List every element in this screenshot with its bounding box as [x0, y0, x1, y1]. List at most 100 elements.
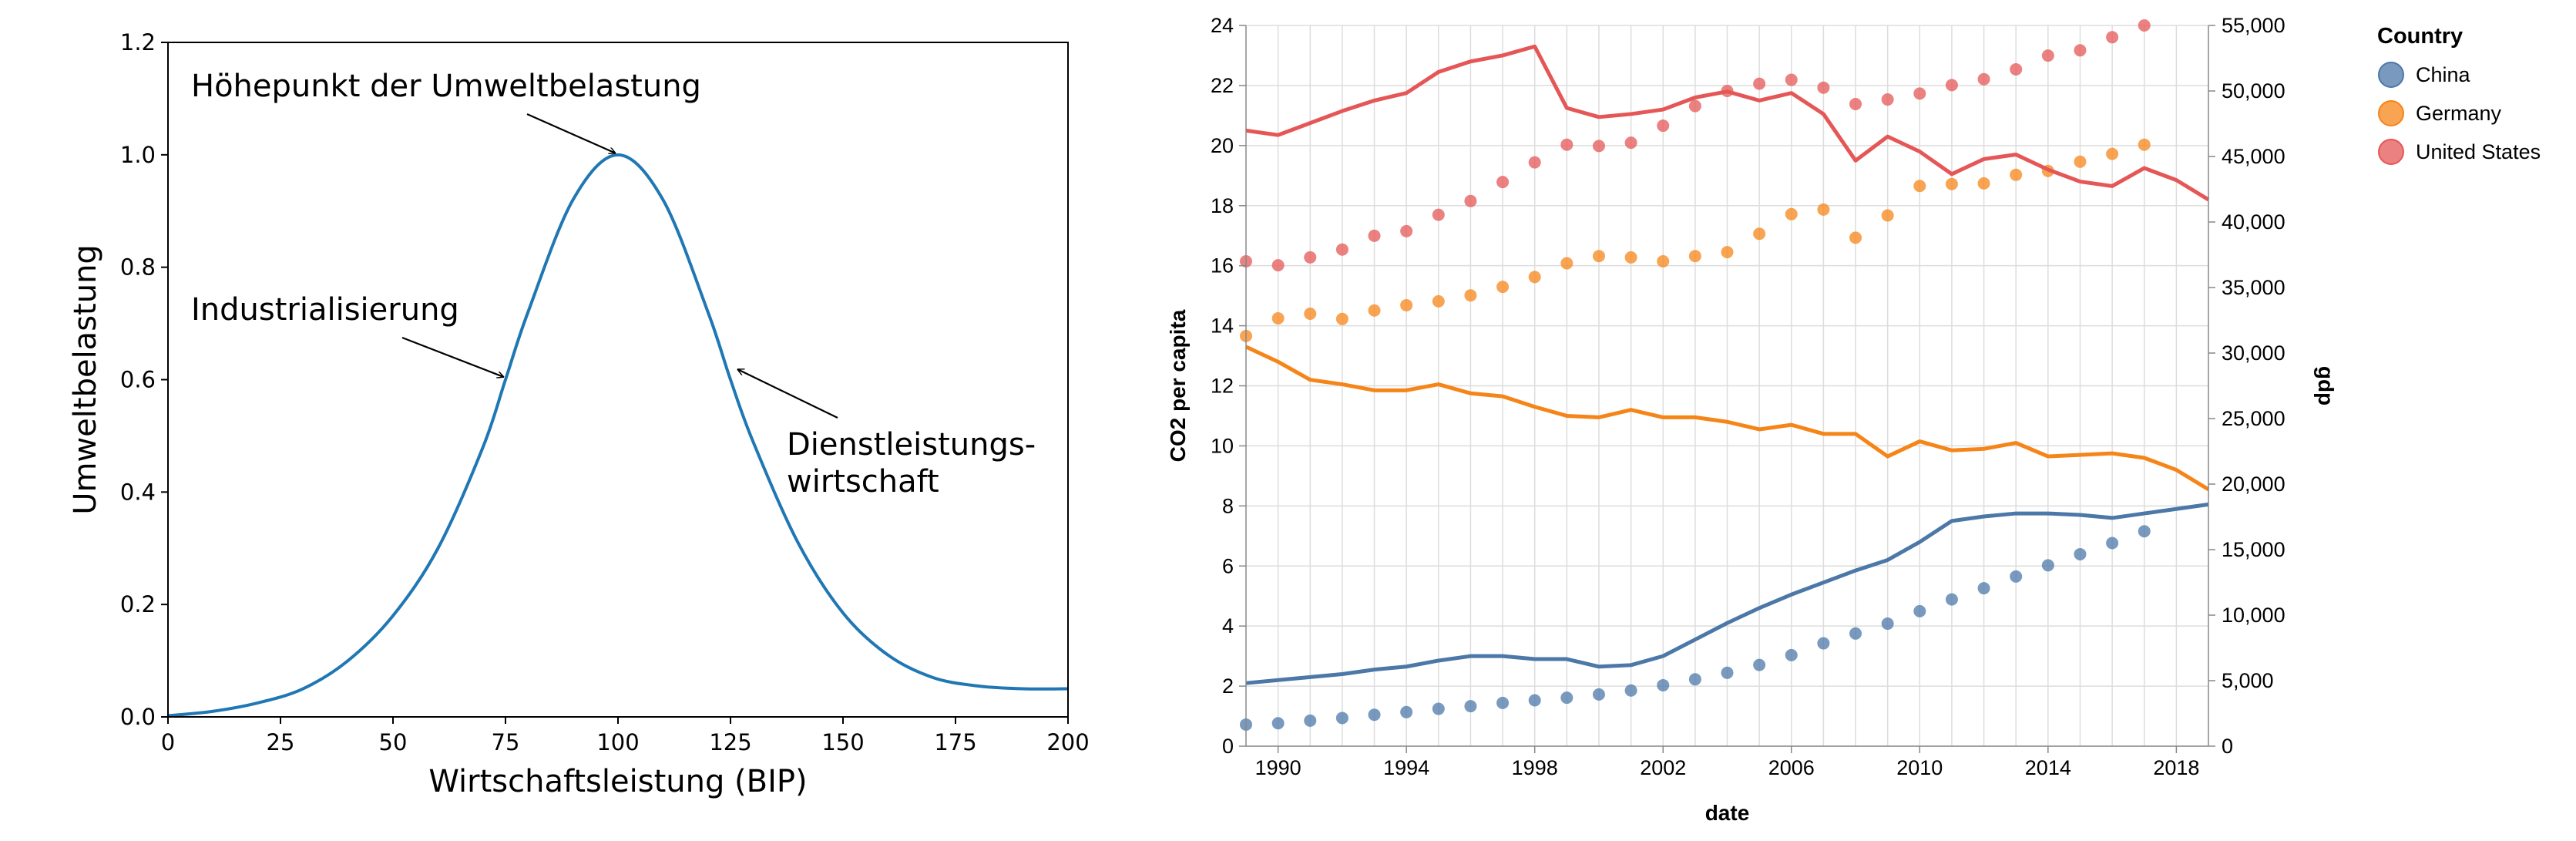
y2-tick-label: 20,000 [2222, 473, 2285, 496]
x-tick-label: 50 [379, 729, 408, 755]
x-tick-label: 175 [934, 729, 976, 755]
legend-swatch [2378, 100, 2404, 126]
gdp-point-china [1913, 604, 1926, 617]
x-tick-label: 125 [709, 729, 751, 755]
gdp-point-united-states [1335, 243, 1348, 256]
y2-tick-label: 55,000 [2222, 14, 2285, 37]
y2-tick-label: 5,000 [2222, 669, 2274, 692]
gdp-point-germany [1304, 308, 1317, 320]
gdp-point-china [1688, 673, 1701, 686]
gdp-point-germany [1817, 203, 1830, 216]
gdp-point-germany [1528, 271, 1541, 284]
x-tick-label: 2010 [1896, 756, 1943, 779]
gdp-point-china [1785, 648, 1798, 661]
gdp-point-china [1400, 705, 1413, 718]
gdp-point-united-states [1945, 79, 1958, 92]
gdp-point-china [1657, 678, 1670, 691]
co2-gdp-chart: 02468101214161820222405,00010,00015,0002… [1166, 14, 2541, 825]
gdp-point-united-states [1688, 99, 1701, 113]
gdp-point-united-states [1592, 140, 1605, 153]
x-tick-label: 2002 [1640, 756, 1686, 779]
y-tick-label: 1.2 [120, 29, 156, 56]
gdp-point-germany [1624, 251, 1637, 264]
gdp-point-united-states [2138, 19, 2151, 32]
legend-swatch [2378, 139, 2404, 165]
y-tick-label: 12 [1211, 375, 1234, 398]
annotation-services-arrow [737, 368, 838, 419]
gdp-point-china [1528, 694, 1541, 707]
y-tick-label: 4 [1222, 614, 1234, 637]
y-tick-label: 16 [1211, 254, 1234, 278]
y2-tick-label: 10,000 [2222, 604, 2285, 627]
gdp-point-china [1849, 627, 1862, 640]
gdp-point-germany [1945, 177, 1958, 190]
y-tick-label: 18 [1211, 194, 1234, 217]
y-tick-label: 0.8 [120, 254, 156, 281]
legend-label: China [2416, 63, 2471, 86]
legend-title: Country [2377, 24, 2463, 49]
y-tick-label: 0.4 [120, 479, 156, 505]
gdp-point-germany [1368, 304, 1381, 317]
y-tick-label: 6 [1222, 554, 1234, 577]
x-tick-label: 2006 [1768, 756, 1815, 779]
gdp-point-united-states [1400, 224, 1413, 237]
y-tick-label: 20 [1211, 134, 1234, 157]
gdp-point-germany [2010, 168, 2023, 181]
y-tick-label: 14 [1211, 315, 1234, 338]
gdp-point-united-states [2041, 49, 2054, 62]
kuznets-curve-line [167, 153, 1069, 718]
gdp-point-china [1817, 637, 1830, 650]
y2-tick-label: 25,000 [2222, 407, 2285, 430]
legend-label: Germany [2416, 102, 2502, 125]
gdp-point-china [1304, 714, 1317, 727]
gdp-point-germany [1335, 312, 1348, 325]
legend-label: United States [2416, 140, 2541, 163]
gdp-point-united-states [1785, 73, 1798, 86]
gdp-point-china [1368, 708, 1381, 722]
gdp-point-germany [1881, 209, 1894, 222]
annotation-services: Dienstleistungs-wirtschaft [787, 427, 1036, 500]
y2-tick-label: 50,000 [2222, 79, 2285, 103]
gdp-point-united-states [1817, 81, 1830, 94]
gdp-point-united-states [1464, 194, 1477, 207]
gdp-point-china [1271, 717, 1285, 730]
gdp-point-china [2138, 525, 2151, 538]
y2-tick-label: 30,000 [2222, 341, 2285, 365]
x-tick-label: 1990 [1255, 756, 1301, 779]
gdp-point-germany [1785, 207, 1798, 220]
y-tick-label: 1.0 [120, 142, 156, 168]
annotation-services-line: Dienstleistungs- [787, 427, 1036, 463]
gdp-point-china [1945, 593, 1958, 606]
gdp-point-china [1432, 702, 1445, 715]
x-tick-label: 75 [492, 729, 520, 755]
y-axis-label: CO2 per capita [1166, 309, 1190, 462]
annotation-peak: Höhepunkt der Umweltbelastung [191, 69, 701, 104]
x-tick-label: 150 [821, 729, 864, 755]
x-tick-label: 2014 [2025, 756, 2071, 779]
y-tick-label: 8 [1222, 494, 1234, 517]
y2-tick-label: 45,000 [2222, 145, 2285, 168]
gdp-point-china [1464, 700, 1477, 713]
gdp-point-germany [1721, 246, 1734, 259]
gdp-point-united-states [2074, 44, 2087, 57]
y2-tick-label: 40,000 [2222, 210, 2285, 234]
gdp-point-china [1977, 582, 1990, 595]
y-tick-label: 24 [1211, 14, 1234, 37]
legend: Country China Germany United States [2377, 24, 2541, 165]
gdp-point-germany [1560, 257, 1573, 270]
gdp-point-germany [1592, 250, 1605, 263]
gdp-point-united-states [2010, 62, 2023, 76]
gdp-point-united-states [1496, 176, 1510, 189]
gdp-point-united-states [1528, 156, 1541, 169]
gdp-point-china [1335, 711, 1348, 725]
y2-tick-label: 15,000 [2222, 538, 2285, 561]
y-tick-label: 0.2 [120, 591, 156, 617]
gdp-point-china [2106, 537, 2119, 550]
gdp-point-united-states [1560, 138, 1573, 151]
gdp-point-germany [1464, 289, 1477, 302]
y-tick-label: 0.6 [120, 367, 156, 393]
gdp-point-united-states [1849, 98, 1862, 110]
gdp-point-china [1592, 688, 1605, 701]
y-tick-label: 10 [1211, 434, 1234, 457]
